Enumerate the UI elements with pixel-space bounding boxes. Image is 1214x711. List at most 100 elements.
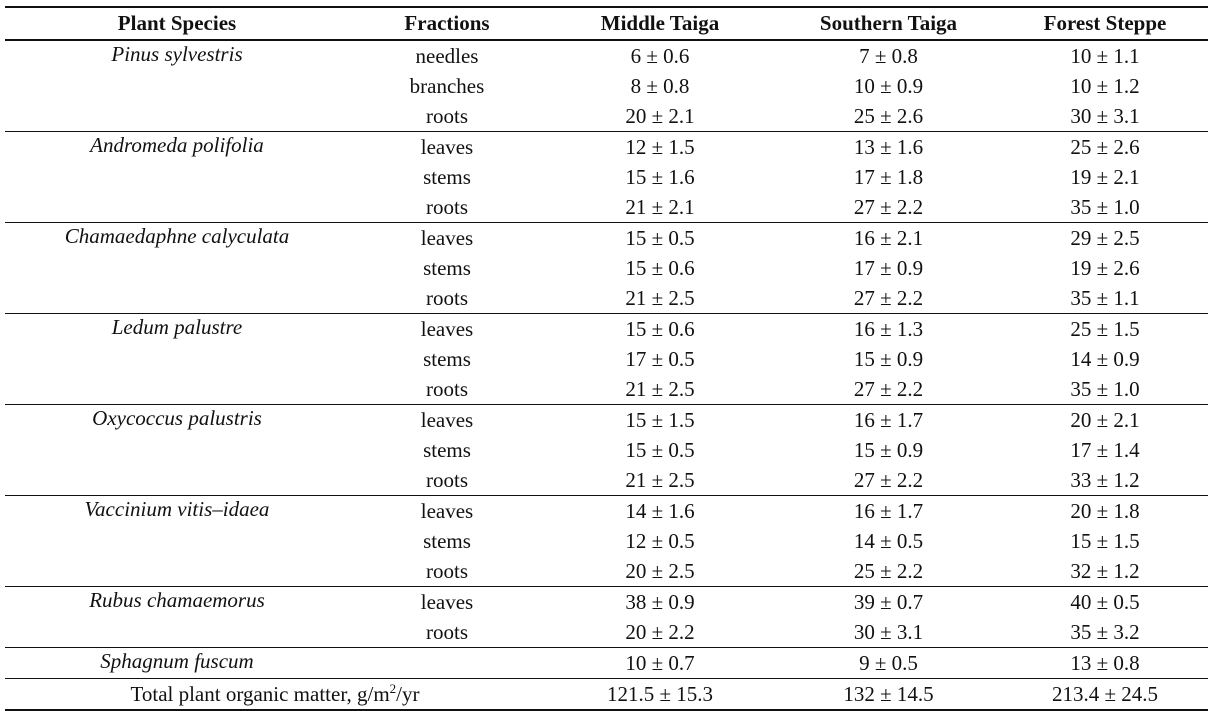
forest-steppe-cell: 35 ± 1.0 [1002, 192, 1208, 223]
table-row: Ledum palustre leaves 15 ± 0.6 16 ± 1.3 25 ±… [5, 314, 1208, 345]
fraction-cell: stems [423, 437, 471, 462]
fraction-cell: roots [349, 617, 545, 648]
header-plant-species: Plant Species [117, 11, 237, 35]
table-row: Sphagnum fuscum 10 ± 0.7 9 ± 0.5 13 ± 0.8 [5, 648, 1208, 679]
middle-taiga-cell: 20 ± 2.1 [545, 101, 775, 132]
table-row: stems 15 ± 0.6 17 ± 0.9 19 ± 2.6 [5, 253, 1208, 283]
table-row: roots 20 ± 2.1 25 ± 2.6 30 ± 3.1 [5, 101, 1208, 132]
table-row: roots 21 ± 2.5 27 ± 2.2 33 ± 1.2 [5, 465, 1208, 496]
total-label-suffix: /yr [396, 681, 420, 706]
middle-taiga-cell: 21 ± 2.5 [545, 465, 775, 496]
fraction-cell [349, 648, 545, 679]
species-cell [5, 465, 349, 496]
forest-steppe-cell: 10 ± 1.1 [1070, 43, 1140, 68]
species-cell [5, 71, 349, 101]
fraction-cell: stems [423, 346, 471, 371]
forest-steppe-cell: 33 ± 1.2 [1002, 465, 1208, 496]
forest-steppe-cell: 40 ± 0.5 [1070, 589, 1140, 614]
southern-taiga-cell: 27 ± 2.2 [775, 374, 1002, 405]
middle-taiga-cell: 20 ± 2.5 [545, 556, 775, 587]
fraction-cell: leaves [420, 316, 474, 341]
species-cell [5, 374, 349, 405]
table-row: roots 21 ± 2.5 27 ± 2.2 35 ± 1.0 [5, 374, 1208, 405]
species-cell: Oxycoccus palustris [92, 406, 262, 430]
fraction-cell: leaves [420, 134, 474, 159]
species-cell [5, 101, 349, 132]
header-middle-taiga: Middle Taiga [600, 11, 720, 35]
southern-taiga-cell: 30 ± 3.1 [775, 617, 1002, 648]
species-cell [5, 556, 349, 587]
table-row: roots 20 ± 2.2 30 ± 3.1 35 ± 3.2 [5, 617, 1208, 648]
middle-taiga-cell: 12 ± 1.5 [625, 134, 695, 159]
total-southern-taiga: 132 ± 14.5 [775, 678, 1002, 711]
middle-taiga-cell: 21 ± 2.5 [545, 374, 775, 405]
table-row: Pinus sylvestris needles 6 ± 0.6 7 ± 0.8 10 … [5, 40, 1208, 71]
middle-taiga-cell: 21 ± 2.5 [545, 283, 775, 314]
fraction-cell: roots [349, 465, 545, 496]
table-row: Vaccinium vitis–idaea leaves 14 ± 1.6 16 ± … [5, 496, 1208, 527]
species-cell: Sphagnum fuscum [100, 649, 254, 673]
southern-taiga-cell: 16 ± 1.3 [853, 316, 924, 341]
southern-taiga-cell: 25 ± 2.6 [775, 101, 1002, 132]
middle-taiga-cell: 38 ± 0.9 [625, 589, 695, 614]
species-cell [5, 344, 349, 374]
fraction-cell: leaves [420, 589, 474, 614]
fraction-cell: leaves [420, 407, 474, 432]
total-row: Total plant organic matter, g/m2/yr 121.… [5, 678, 1208, 711]
table-header: Plant Species Fractions Middle Taiga Sou… [5, 7, 1208, 40]
middle-taiga-cell: 15 ± 0.5 [625, 225, 695, 250]
forest-steppe-cell: 19 ± 2.6 [1070, 255, 1140, 280]
table-row: Chamaedaphne calyculata leaves 15 ± 0.5 16 … [5, 223, 1208, 254]
species-cell: Pinus sylvestris [111, 42, 243, 66]
fraction-cell: stems [423, 528, 471, 553]
table-row: branches 8 ± 0.8 10 ± 0.9 10 ± 1.2 [5, 71, 1208, 101]
table-row: Rubus chamaemorus leaves 38 ± 0.9 39 ± 0.7 4… [5, 587, 1208, 618]
species-cell: Ledum palustre [111, 315, 243, 339]
southern-taiga-cell: 15 ± 0.9 [853, 346, 924, 371]
species-cell [5, 526, 349, 556]
southern-taiga-cell: 15 ± 0.9 [853, 437, 924, 462]
species-cell: Vaccinium vitis–idaea [84, 497, 270, 521]
total-label: Total plant organic matter, g/m2/yr [5, 678, 545, 711]
table-row: stems 12 ± 0.5 14 ± 0.5 15 ± 1.5 [5, 526, 1208, 556]
forest-steppe-cell: 30 ± 3.1 [1002, 101, 1208, 132]
forest-steppe-cell: 20 ± 1.8 [1070, 498, 1140, 523]
middle-taiga-cell: 6 ± 0.6 [630, 43, 690, 68]
table-row: stems 15 ± 1.6 17 ± 1.8 19 ± 2.1 [5, 162, 1208, 192]
total-forest-steppe: 213.4 ± 24.5 [1002, 678, 1208, 711]
middle-taiga-cell: 20 ± 2.2 [545, 617, 775, 648]
total-label-superscript: 2 [389, 680, 397, 696]
fraction-cell: stems [423, 255, 471, 280]
forest-steppe-cell: 25 ± 1.5 [1070, 316, 1140, 341]
southern-taiga-cell: 17 ± 0.9 [853, 255, 924, 280]
middle-taiga-cell: 17 ± 0.5 [625, 346, 695, 371]
forest-steppe-cell: 35 ± 3.2 [1002, 617, 1208, 648]
forest-steppe-cell: 13 ± 0.8 [1070, 650, 1140, 675]
southern-taiga-cell: 27 ± 2.2 [775, 465, 1002, 496]
species-cell [5, 192, 349, 223]
species-cell: Rubus chamaemorus [89, 588, 265, 612]
fraction-cell: leaves [420, 498, 474, 523]
forest-steppe-cell: 15 ± 1.5 [1070, 528, 1140, 553]
southern-taiga-cell: 16 ± 1.7 [853, 407, 924, 432]
fraction-cell: roots [349, 101, 545, 132]
data-table-container: Plant Species Fractions Middle Taiga Sou… [5, 6, 1208, 711]
header-forest-steppe: Forest Steppe [1043, 11, 1167, 35]
southern-taiga-cell: 25 ± 2.2 [775, 556, 1002, 587]
header-fractions: Fractions [404, 11, 490, 35]
species-cell: Chamaedaphne calyculata [64, 224, 290, 248]
southern-taiga-cell: 14 ± 0.5 [853, 528, 924, 553]
table-footer: Total plant organic matter, g/m2/yr 121.… [5, 678, 1208, 711]
fraction-cell: roots [349, 374, 545, 405]
species-cell [5, 253, 349, 283]
southern-taiga-cell: 13 ± 1.6 [853, 134, 924, 159]
table-row: stems 15 ± 0.5 15 ± 0.9 17 ± 1.4 [5, 435, 1208, 465]
header-row: Plant Species Fractions Middle Taiga Sou… [5, 7, 1208, 40]
middle-taiga-cell: 21 ± 2.1 [545, 192, 775, 223]
table-row: stems 17 ± 0.5 15 ± 0.9 14 ± 0.9 [5, 344, 1208, 374]
fraction-cell: leaves [420, 225, 474, 250]
species-cell [5, 617, 349, 648]
southern-taiga-cell: 39 ± 0.7 [853, 589, 924, 614]
fraction-cell: roots [349, 192, 545, 223]
table-row: Oxycoccus palustris leaves 15 ± 1.5 16 ± 1.… [5, 405, 1208, 436]
